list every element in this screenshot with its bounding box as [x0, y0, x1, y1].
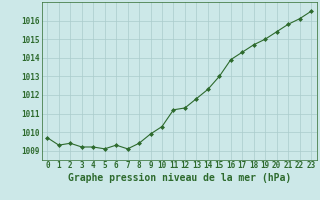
X-axis label: Graphe pression niveau de la mer (hPa): Graphe pression niveau de la mer (hPa) — [68, 173, 291, 183]
